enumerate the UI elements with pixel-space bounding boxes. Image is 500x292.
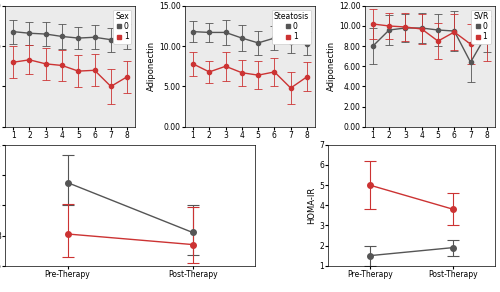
Y-axis label: HOMA-IR: HOMA-IR	[308, 187, 316, 224]
Text: C: C	[426, 151, 434, 164]
Y-axis label: Adiponectin: Adiponectin	[327, 41, 336, 91]
Legend: 0, 1: 0, 1	[471, 10, 491, 44]
Legend: 0, 1: 0, 1	[113, 10, 132, 44]
Legend: 0, 1: 0, 1	[272, 10, 312, 44]
Text: B: B	[246, 151, 254, 164]
Text: A: A	[66, 151, 74, 164]
Y-axis label: Adiponectin: Adiponectin	[147, 41, 156, 91]
